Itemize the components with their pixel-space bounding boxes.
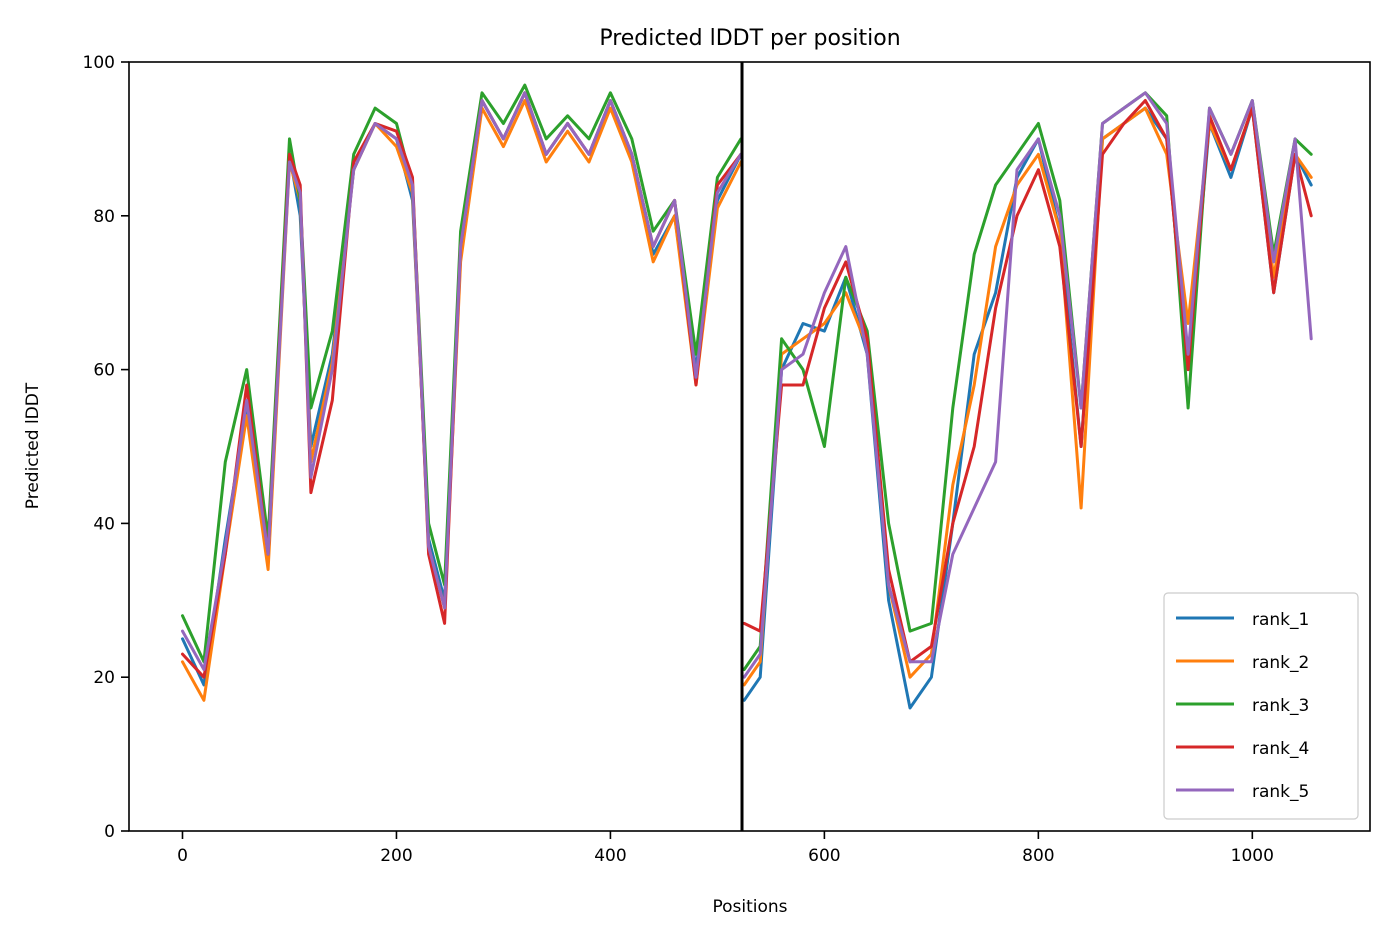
y-tick-label: 40 — [93, 514, 115, 534]
x-tick-label: 200 — [380, 846, 412, 866]
y-tick-label: 60 — [93, 361, 115, 381]
legend: rank_1 rank_2 rank_3 rank_4 rank_5 — [1163, 592, 1359, 820]
chart-title: Predicted lDDT per position — [599, 26, 900, 51]
x-axis-label: Positions — [712, 897, 787, 917]
y-axis-ticks: 0 20 40 60 80 100 — [83, 53, 129, 842]
y-axis-label: Predicted lDDT — [23, 382, 43, 509]
series-line-rank_5 — [181, 91, 1313, 679]
y-tick-label: 80 — [93, 207, 115, 227]
legend-label-rank_3: rank_3 — [1252, 696, 1309, 716]
legend-label-rank_2: rank_2 — [1252, 653, 1309, 673]
legend-label-rank_4: rank_4 — [1252, 739, 1309, 759]
legend-box — [1163, 592, 1359, 820]
y-tick-label: 0 — [104, 822, 115, 842]
x-tick-label: 600 — [808, 846, 840, 866]
plot-area-frame — [128, 61, 1371, 832]
legend-label-rank_1: rank_1 — [1252, 610, 1309, 630]
x-tick-label: 1000 — [1231, 846, 1274, 866]
x-tick-label: 800 — [1022, 846, 1054, 866]
y-tick-label: 20 — [93, 668, 115, 688]
series-layer — [181, 83, 1313, 710]
legend-label-rank_5: rank_5 — [1252, 782, 1309, 802]
x-axis-ticks: 0 200 400 600 800 1000 — [177, 831, 1274, 866]
x-tick-label: 0 — [177, 846, 188, 866]
x-tick-label: 400 — [594, 846, 626, 866]
y-tick-label: 100 — [83, 53, 115, 73]
